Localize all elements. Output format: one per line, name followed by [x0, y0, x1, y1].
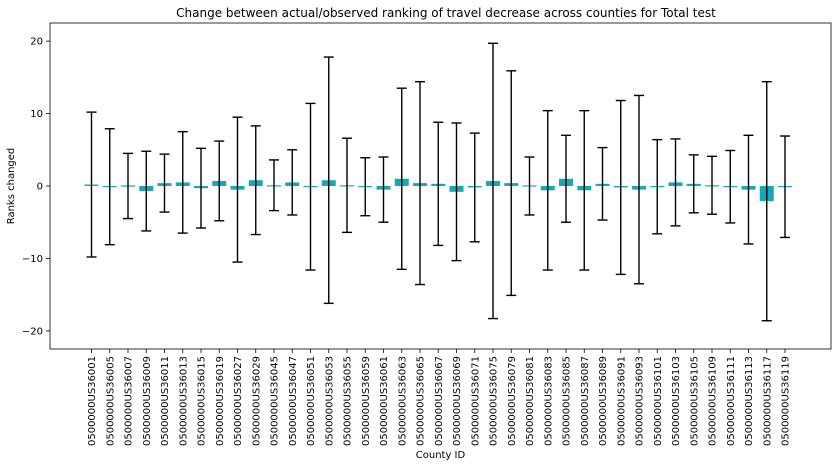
error-bar [688, 154, 699, 214]
x-tick-label: 0500000US36085 [562, 356, 573, 446]
x-tick-label: 0500000US36005 [105, 356, 116, 446]
error-bar [469, 132, 480, 243]
x-tick-label: 0500000US36019 [215, 356, 226, 446]
error-bar [597, 146, 608, 221]
x-tick-label: 0500000US36075 [489, 356, 500, 446]
x-tick-label: 0500000US36047 [288, 356, 299, 446]
error-bar [451, 122, 462, 262]
error-bar [415, 80, 425, 286]
x-tick-label: 0500000US36063 [397, 356, 408, 446]
x-tick-label: 0500000US36117 [762, 356, 773, 446]
error-bar [396, 87, 407, 271]
error-bar [725, 149, 736, 224]
x-tick-label: 0500000US36045 [270, 356, 281, 446]
x-tick-label: 0500000US36053 [324, 356, 335, 446]
x-tick-label: 0500000US36061 [379, 356, 390, 446]
x-tick-label: 0500000US36105 [689, 356, 700, 446]
error-bar [561, 134, 571, 223]
error-bar [378, 156, 389, 223]
y-tick-label: −10 [22, 254, 43, 265]
error-bar [269, 159, 279, 212]
x-tick-label: 0500000US36009 [142, 356, 153, 446]
x-tick-label: 0500000US36071 [470, 356, 481, 446]
error-bar [780, 135, 790, 239]
x-tick-label: 0500000US36119 [781, 356, 792, 446]
error-bar [104, 128, 115, 246]
error-bar [506, 70, 517, 297]
y-axis: −20 −10 0 10 20 [22, 37, 50, 337]
error-bar [488, 42, 498, 320]
x-axis-label: County ID [416, 450, 466, 461]
error-bar [177, 130, 188, 234]
x-tick-label: 0500000US36103 [671, 356, 682, 446]
error-bar [652, 138, 663, 235]
x-tick-label: 0500000US36051 [306, 356, 317, 446]
y-tick-label: 10 [30, 109, 43, 120]
x-tick-label: 0500000US36065 [416, 356, 427, 446]
error-bar [287, 149, 298, 216]
error-bar [141, 150, 152, 232]
error-bar [196, 147, 206, 229]
x-tick-label: 0500000US36109 [708, 356, 719, 446]
error-bar [159, 153, 170, 213]
error-bar [250, 125, 261, 236]
error-bar [232, 116, 243, 263]
error-bar [542, 109, 553, 271]
x-tick-label: 0500000US36087 [580, 356, 591, 446]
x-tick-label: 0500000US36007 [124, 356, 135, 446]
error-bar [305, 102, 316, 271]
x-tick-label: 0500000US36013 [178, 356, 189, 446]
x-axis: 0500000US36001 0500000US36005 0500000US360… [87, 349, 792, 446]
error-bar [707, 155, 717, 215]
x-tick-label: 0500000US36083 [543, 356, 554, 446]
x-tick-label: 0500000US36059 [361, 356, 372, 446]
x-tick-label: 0500000US36081 [525, 356, 536, 446]
error-bar [86, 111, 97, 258]
error-bar [323, 56, 334, 305]
error-bar [615, 99, 626, 276]
chart-title: Change between actual/observed ranking o… [176, 6, 716, 20]
y-tick-label: −20 [22, 326, 43, 337]
error-bar [579, 109, 590, 271]
x-tick-label: 0500000US36101 [653, 356, 664, 446]
error-bar [214, 140, 225, 222]
x-tick-label: 0500000US36029 [251, 356, 262, 446]
x-tick-label: 0500000US36001 [87, 356, 98, 446]
x-tick-label: 0500000US36027 [233, 356, 244, 446]
error-bar [524, 156, 535, 216]
x-tick-label: 0500000US36093 [635, 356, 646, 446]
y-tick-label: 20 [30, 37, 43, 48]
error-bar [433, 121, 444, 247]
x-tick-label: 0500000US36111 [726, 356, 737, 446]
x-tick-label: 0500000US36055 [343, 356, 354, 446]
x-tick-label: 0500000US36089 [598, 356, 609, 446]
x-tick-label: 0500000US36015 [197, 356, 208, 446]
x-tick-label: 0500000US36011 [160, 356, 171, 446]
error-bar [342, 137, 352, 234]
y-axis-label: Ranks changed [6, 148, 17, 225]
error-bar [743, 134, 754, 245]
x-tick-label: 0500000US36067 [434, 356, 445, 446]
plot-area [84, 42, 792, 322]
error-bar [123, 152, 133, 220]
error-bar [761, 80, 772, 322]
error-bar [670, 138, 681, 227]
x-tick-label: 0500000US36091 [616, 356, 627, 446]
x-tick-label: 0500000US36079 [507, 356, 518, 446]
x-tick-label: 0500000US36113 [744, 356, 755, 446]
y-tick-label: 0 [37, 182, 43, 193]
error-bar [360, 157, 371, 217]
error-bar [634, 94, 644, 285]
x-tick-label: 0500000US36069 [452, 356, 463, 446]
